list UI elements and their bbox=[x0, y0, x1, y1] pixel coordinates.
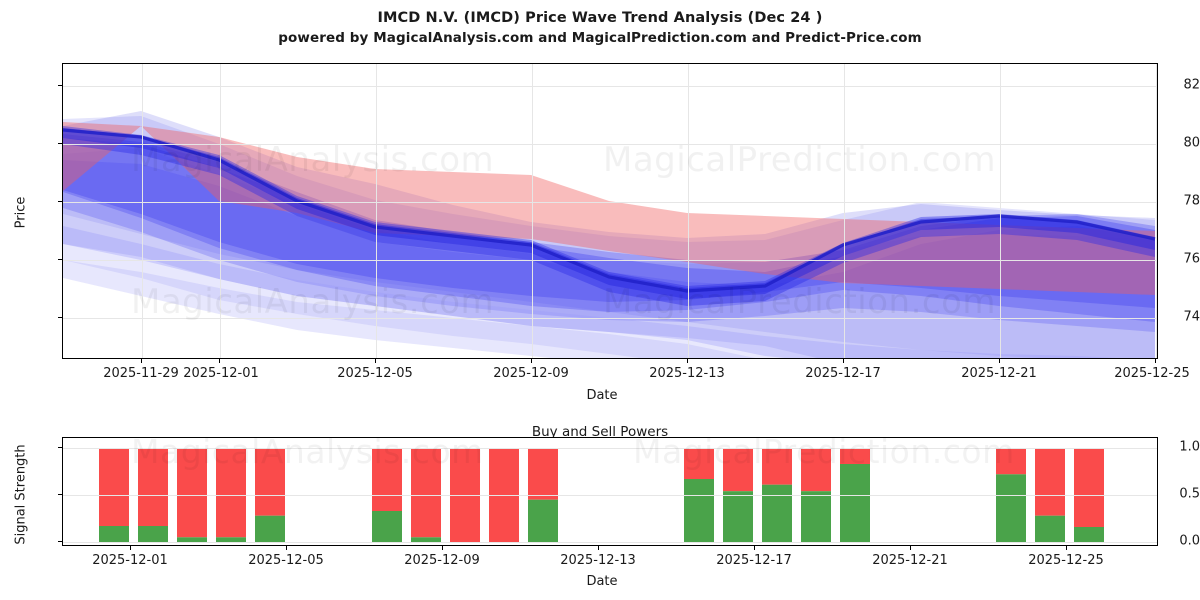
xtick-mark bbox=[843, 359, 845, 363]
xtick-mark bbox=[999, 359, 1001, 363]
gridline-horizontal bbox=[63, 202, 1157, 203]
gridline-vertical bbox=[1000, 64, 1001, 358]
powers-bar-series bbox=[99, 448, 1104, 542]
title-block: IMCD N.V. (IMCD) Price Wave Trend Analys… bbox=[0, 8, 1200, 48]
xtick-label: 2025-12-17 bbox=[805, 366, 881, 381]
price-chart-panel: Price 82 80 78 76 74 bbox=[13, 63, 1200, 403]
powers-chart-xlabel: Date bbox=[586, 574, 618, 589]
gridline-vertical bbox=[844, 64, 845, 358]
gridline-horizontal bbox=[63, 144, 1157, 145]
xtick-label: 2025-12-13 bbox=[560, 553, 636, 568]
xtick-label: 2025-12-17 bbox=[716, 553, 792, 568]
ytick-0.0: 0.0 bbox=[1179, 533, 1200, 549]
powers-chart-ylabel: Signal Strength bbox=[13, 444, 29, 545]
xtick-mark bbox=[531, 359, 533, 363]
xtick-mark bbox=[375, 359, 377, 363]
xtick-mark bbox=[910, 546, 912, 550]
gridline-vertical bbox=[142, 64, 143, 358]
ytick-1.0: 1.0 bbox=[1179, 439, 1200, 455]
xtick-mark bbox=[1066, 546, 1068, 550]
ytick-74: 74 bbox=[1183, 309, 1200, 325]
gridline-vertical bbox=[532, 64, 533, 358]
xtick-mark bbox=[1155, 359, 1157, 363]
xtick-label: 2025-12-25 bbox=[1114, 366, 1190, 381]
gridline-horizontal bbox=[63, 260, 1157, 261]
xtick-label: 2025-12-01 bbox=[92, 553, 168, 568]
price-plot-area: MagicalAnalysis.com MagicalPrediction.co… bbox=[62, 63, 1158, 359]
xtick-mark bbox=[141, 359, 143, 363]
center-trend-line bbox=[63, 128, 1156, 293]
gridline-vertical bbox=[220, 64, 221, 358]
ytick-0.5: 0.5 bbox=[1179, 486, 1200, 502]
ytick-mark bbox=[58, 85, 62, 87]
xtick-mark bbox=[754, 546, 756, 550]
ytick-mark bbox=[58, 541, 62, 543]
ytick-78: 78 bbox=[1183, 193, 1200, 209]
xtick-mark bbox=[687, 359, 689, 363]
price-chart-xlabel: Date bbox=[586, 388, 618, 403]
ytick-76: 76 bbox=[1183, 251, 1200, 267]
ytick-mark bbox=[58, 447, 62, 449]
xtick-mark bbox=[130, 546, 132, 550]
gridline-vertical bbox=[1156, 64, 1157, 358]
ytick-mark bbox=[58, 201, 62, 203]
ytick-mark bbox=[58, 143, 62, 145]
ytick-mark bbox=[58, 494, 62, 496]
bar-group-4 bbox=[996, 448, 1104, 542]
powers-chart-title: Buy and Sell Powers bbox=[531, 424, 669, 440]
page-title: IMCD N.V. (IMCD) Price Wave Trend Analys… bbox=[377, 10, 823, 26]
ytick-80: 80 bbox=[1183, 135, 1200, 151]
page-subtitle: powered by MagicalAnalysis.com and Magic… bbox=[278, 30, 922, 46]
xtick-label: 2025-12-01 bbox=[183, 366, 259, 381]
bar-group-1 bbox=[99, 448, 285, 542]
xtick-label: 2025-12-25 bbox=[1028, 553, 1104, 568]
xtick-mark bbox=[219, 359, 221, 363]
powers-plot-area: MagicalAnalysis.com MagicalPrediction.co… bbox=[62, 437, 1158, 546]
gridline-vertical bbox=[688, 64, 689, 358]
xtick-label: 2025-12-13 bbox=[649, 366, 725, 381]
xtick-label: 2025-11-29 bbox=[103, 366, 179, 381]
price-chart-ylabel: Price bbox=[13, 196, 29, 229]
xtick-label: 2025-12-21 bbox=[961, 366, 1037, 381]
price-wave-bands bbox=[63, 111, 1156, 358]
xtick-label: 2025-12-21 bbox=[872, 553, 948, 568]
xtick-label: 2025-12-05 bbox=[337, 366, 413, 381]
gridline-horizontal bbox=[63, 448, 1157, 449]
xtick-label: 2025-12-09 bbox=[493, 366, 569, 381]
ytick-82: 82 bbox=[1183, 77, 1200, 93]
ytick-mark bbox=[58, 259, 62, 261]
xtick-mark bbox=[286, 546, 288, 550]
xtick-mark bbox=[442, 546, 444, 550]
gridline-horizontal bbox=[63, 542, 1157, 543]
ytick-mark bbox=[58, 317, 62, 319]
xtick-label: 2025-12-05 bbox=[248, 553, 324, 568]
gridline-horizontal bbox=[63, 495, 1157, 496]
gridline-horizontal bbox=[63, 86, 1157, 87]
xtick-label: 2025-12-09 bbox=[404, 553, 480, 568]
powers-chart-panel: Buy and Sell Powers Signal Strength 1.0 … bbox=[0, 410, 1200, 600]
xtick-mark bbox=[598, 546, 600, 550]
gridline-horizontal bbox=[63, 318, 1157, 319]
bar-group-3 bbox=[684, 448, 870, 542]
gridline-vertical bbox=[376, 64, 377, 358]
